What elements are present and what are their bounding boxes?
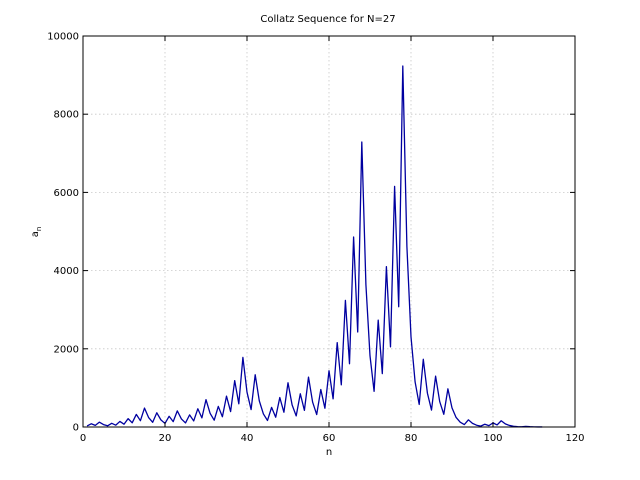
y-axis-label-base: a bbox=[30, 231, 41, 237]
x-tick-label: 0 bbox=[80, 433, 86, 444]
x-axis-label: n bbox=[326, 447, 332, 458]
x-tick-label: 20 bbox=[159, 433, 172, 444]
y-tick-label: 0 bbox=[73, 423, 79, 434]
y-tick-label: 10000 bbox=[47, 32, 79, 43]
collatz-series-line bbox=[86, 65, 543, 428]
y-tick-label: 6000 bbox=[54, 188, 79, 199]
x-tick-label: 100 bbox=[483, 433, 502, 444]
y-axis-label-subscript: n bbox=[35, 227, 43, 231]
x-tick-label: 60 bbox=[323, 433, 336, 444]
grid-lines bbox=[83, 36, 575, 427]
x-tick-label: 40 bbox=[241, 433, 254, 444]
x-tick-label: 80 bbox=[405, 433, 418, 444]
y-tick-label: 8000 bbox=[54, 110, 79, 121]
x-tick-label: 120 bbox=[565, 433, 584, 444]
axis-ticks: 0 20 40 60 80 100 120 0 2000 4000 6000 8000 10000 bbox=[47, 32, 584, 445]
y-tick-label: 2000 bbox=[54, 344, 79, 355]
chart-title: Collatz Sequence for N=27 bbox=[260, 14, 395, 25]
y-tick-label: 4000 bbox=[54, 266, 79, 277]
y-axis-label: an bbox=[30, 227, 43, 238]
